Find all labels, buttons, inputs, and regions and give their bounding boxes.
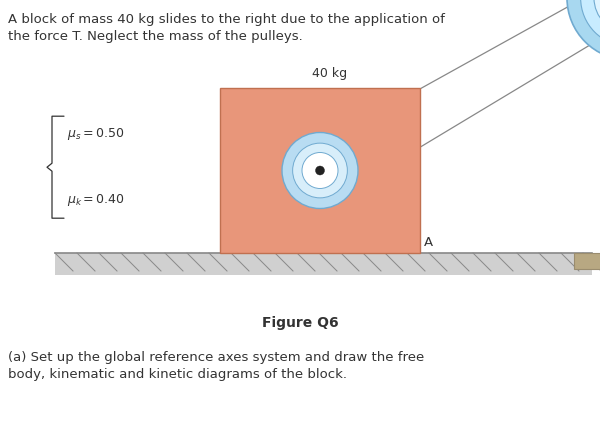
Circle shape bbox=[282, 132, 358, 209]
Circle shape bbox=[302, 152, 338, 188]
Bar bbox=[574, 253, 600, 269]
Bar bbox=[55, 253, 592, 275]
Circle shape bbox=[567, 0, 600, 60]
Text: $\mu_k = 0.40$: $\mu_k = 0.40$ bbox=[67, 192, 125, 208]
Circle shape bbox=[316, 166, 325, 175]
Circle shape bbox=[594, 0, 600, 33]
Circle shape bbox=[581, 0, 600, 46]
Text: (a) Set up the global reference axes system and draw the free
body, kinematic an: (a) Set up the global reference axes sys… bbox=[8, 351, 424, 381]
Text: A block of mass 40 kg slides to the right due to the application of
the force T.: A block of mass 40 kg slides to the righ… bbox=[8, 13, 445, 43]
Text: 40 kg: 40 kg bbox=[313, 67, 347, 80]
Text: $\mu_s = 0.50$: $\mu_s = 0.50$ bbox=[67, 126, 124, 142]
Circle shape bbox=[293, 143, 347, 198]
Text: A: A bbox=[424, 236, 433, 249]
Bar bbox=[220, 88, 420, 253]
Text: Figure Q6: Figure Q6 bbox=[262, 316, 338, 330]
